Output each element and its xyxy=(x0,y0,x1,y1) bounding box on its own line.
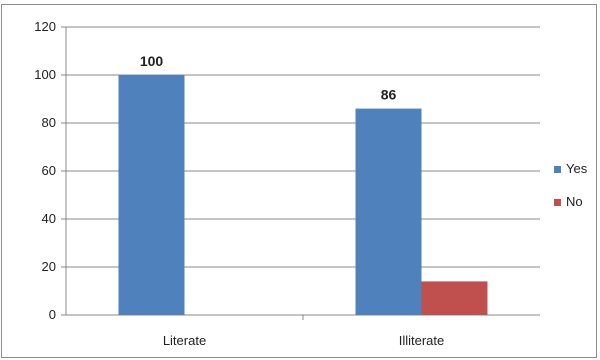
legend: Yes No xyxy=(554,161,588,209)
legend-label-no: No xyxy=(566,194,583,209)
y-tick-label: 60 xyxy=(42,163,56,178)
legend-swatch-no xyxy=(554,199,561,206)
bars xyxy=(118,75,488,315)
legend-label-yes: Yes xyxy=(566,161,588,176)
data-label: 100 xyxy=(140,53,164,69)
x-category-label: Literate xyxy=(163,333,206,348)
y-tick-label: 40 xyxy=(42,211,56,226)
x-category-label: Illiterate xyxy=(399,333,445,348)
bar-yes-literate xyxy=(118,75,185,315)
chart-frame: 0 20 40 60 80 100 120 100 Literate 86 Illiterate … xyxy=(1,4,597,358)
labels: 100 Literate 86 Illiterate xyxy=(140,53,444,348)
bar-no-illiterate xyxy=(421,281,488,315)
y-tick-label: 0 xyxy=(49,307,56,322)
y-tick-label: 100 xyxy=(34,67,56,82)
y-tick-label: 120 xyxy=(34,19,56,34)
data-label: 86 xyxy=(381,87,397,103)
y-tick-label: 20 xyxy=(42,259,56,274)
bar-yes-illiterate xyxy=(355,108,422,315)
legend-swatch-yes xyxy=(554,166,561,173)
y-tick-label: 80 xyxy=(42,115,56,130)
